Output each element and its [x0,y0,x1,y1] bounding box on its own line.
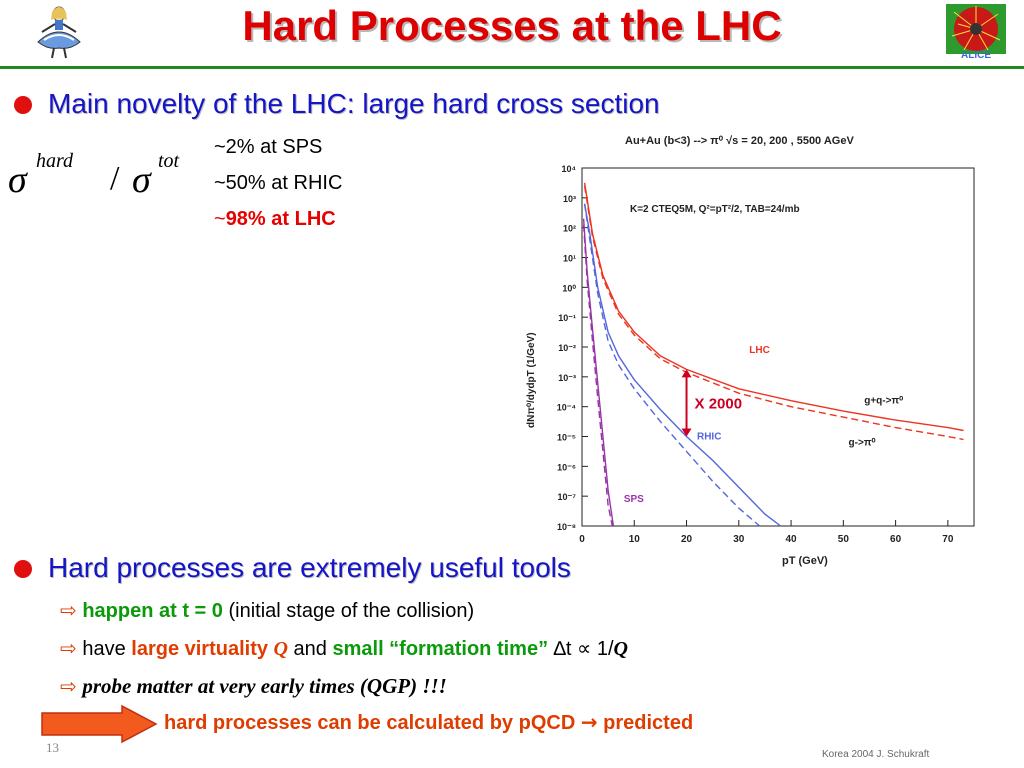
conclusion-line: hard processes can be calculated by pQCD… [164,710,693,735]
chart-series-group [582,182,964,527]
lhc-fraction-value: 98% at LHC [225,208,336,230]
curve-label-gluon: g->π⁰ [849,437,876,448]
formula-slash: / [110,160,120,197]
x-tick-label: 30 [733,534,745,545]
page-number: 13 [46,740,59,755]
alice-figure-logo [37,6,81,59]
y-tick-label: 10¹ [563,254,576,264]
sigma-symbol-2: σ [132,159,151,201]
bullet2-heading: Hard processes are extremely useful tool… [48,552,571,583]
x-tick-label: 40 [786,534,798,545]
virtuality-mid: and [288,638,333,660]
hollow-arrow-icon: ⇨ [60,600,77,622]
hollow-arrow-icon: ⇨ [60,638,77,660]
bullet-dot-2 [14,560,32,578]
series-line-sps-dashed [582,224,613,527]
bullet-dot [14,96,32,114]
sigma-symbol: σ [8,159,27,201]
x-tick-label: 50 [838,534,850,545]
virtuality-pre: have [82,638,132,660]
y-tick-label: 10⁴ [562,164,576,174]
x-axis-label: pT (GeV) [782,555,828,567]
curve-label-lhc: LHC [749,345,770,356]
formation-time-relation: ∆t ∝ 1/ [548,638,614,660]
title-divider [0,66,1024,69]
footer-credit: Korea 2004 J. Schukraft [822,749,930,760]
series-line-lhc-solid [583,182,964,432]
x-tick-label: 60 [890,534,902,545]
x-tick-label: 10 [629,534,641,545]
pt-spectrum-chart: Au+Au (b<3) --> π⁰ √s = 20, 200 , 5500 A… [526,135,975,567]
curve-label-sps: SPS [624,494,644,505]
x-tick-label: 0 [579,534,585,545]
chart-title: Au+Au (b<3) --> π⁰ √s = 20, 200 , 5500 A… [625,135,854,147]
y-tick-label: 10⁰ [562,283,576,293]
y-axis-label: dNπ⁰/dydpT (1/GeV) [526,332,537,428]
series-line-sps-solid [582,218,615,527]
happen-rest: (initial stage of the collision) [222,600,475,622]
curve-label-full: g+q->π⁰ [864,396,903,407]
series-line-rhic-dashed [583,203,761,527]
y-tick-label: 10⁻² [558,343,576,353]
y-tick-label: 10⁻³ [558,373,576,383]
cross-section-ratio-formula: σ hard / σ tot [8,148,208,208]
subbullet-virtuality: ⇨ have large virtuality Q and small “for… [60,636,628,661]
superscript-hard: hard [36,150,74,172]
superscript-tot: tot [158,150,180,172]
subbullet-happen: ⇨ happen at t = 0 (initial stage of the … [60,598,474,623]
virtuality-q: Q [273,638,288,660]
x2000-arrow-head-up [681,369,692,378]
page-title: Hard Processes at the LHC [242,2,782,49]
y-tick-label: 10³ [563,194,576,204]
rhic-fraction: ~50% at RHIC [214,172,343,194]
formation-time-q: Q [613,638,628,660]
alice-logo: ALICE [944,2,1008,62]
y-tick-label: 10⁻⁷ [558,492,577,502]
chart-labels-group: LHC RHIC SPS g+q->π⁰ g->π⁰ X 2000 [624,345,903,505]
x-tick-label: 20 [681,534,693,545]
plot-frame [581,167,975,527]
x2000-arrow-head-down [681,428,692,437]
conclusion-predicted: predicted [597,712,694,734]
sps-fraction: ~2% at SPS [214,136,323,158]
right-arrow-icon [41,704,158,744]
alice-logo-text: ALICE [961,50,991,61]
lhc-fraction-tilde: ~ [214,208,226,230]
y-tick-label: 10⁻⁴ [557,403,576,413]
curve-label-rhic: RHIC [697,431,721,442]
conclusion-text: hard processes can be calculated by pQCD [164,712,581,734]
subbullet-probe: ⇨ probe matter at very early times (QGP)… [60,674,447,699]
y-tick-label: 10⁻⁸ [557,522,576,532]
probe-text: probe matter at very early times (QGP) !… [82,674,447,698]
bullet1-heading: Main novelty of the LHC: large hard cros… [48,88,660,119]
hollow-arrow-icon: ⇨ [60,676,77,698]
chart-axes: 0 10 20 30 40 50 60 70 10⁴ 10³ 10² 10¹ 10⁰ 10⁻¹ 10⁻² 10… [557,164,975,545]
virtuality-label: large virtuality [131,638,274,660]
y-tick-label: 10⁻¹ [558,313,576,323]
series-line-rhic-solid [583,203,782,527]
formation-time-label: small “formation time” [332,638,549,660]
x2000-annotation: X 2000 [695,396,743,413]
series-line-lhc-dashed [583,185,964,441]
lhc-fraction: ~98% at LHC [214,208,336,231]
happen-label: happen at t = 0 [82,600,223,622]
chart-subtitle: K=2 CTEQ5M, Q²=pT²/2, TAB=24/mb [630,204,800,215]
implies-arrow-icon: → [580,710,598,734]
y-tick-label: 10² [563,224,576,234]
x-tick-label: 70 [942,534,954,545]
y-tick-label: 10⁻⁵ [557,433,576,443]
y-tick-label: 10⁻⁶ [557,462,576,472]
